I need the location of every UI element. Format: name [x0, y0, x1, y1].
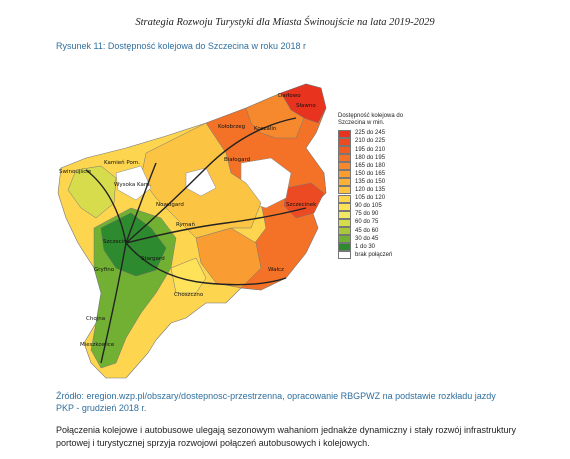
legend-label: 195 do 210 — [355, 146, 386, 153]
legend-item: brak połączeń — [338, 251, 410, 260]
legend-label: 150 do 165 — [355, 170, 386, 177]
legend-item: 180 do 195 — [338, 154, 410, 163]
source-note: Źródło: eregion.wzp.pl/obszary/dostepnos… — [56, 391, 496, 413]
legend-label: 90 do 105 — [355, 203, 382, 210]
place-label: Mieszkowice — [80, 342, 115, 348]
legend-item: 225 do 245 — [338, 129, 410, 138]
legend-swatch — [338, 170, 351, 179]
legend-title: Dostępność kolejowa do Szczecina w min. — [338, 113, 404, 126]
accessibility-map: Darłowo Sławno Kołobrzeg Koszalin Świnou… — [56, 78, 486, 390]
place-label: Kamień Pom. — [104, 159, 140, 166]
legend-swatch — [338, 154, 351, 163]
legend-swatch — [338, 178, 351, 187]
legend-swatch — [338, 235, 351, 244]
legend-swatch — [338, 137, 351, 146]
legend-swatch — [338, 194, 351, 203]
legend-label: 105 do 120 — [355, 195, 386, 202]
legend-label: 120 do 135 — [355, 187, 386, 194]
legend-swatch — [338, 218, 351, 227]
place-label: Sławno — [296, 103, 316, 109]
place-label: Wysoka Kam. — [114, 182, 151, 188]
legend-item: 1 do 30 — [338, 243, 410, 252]
legend-label: brak połączeń — [355, 251, 393, 258]
legend-swatch — [338, 146, 351, 155]
legend-label: 210 do 225 — [355, 138, 386, 145]
region-koszalin — [245, 92, 305, 139]
legend-item: 135 do 150 — [338, 178, 410, 187]
place-label: Wałcz — [268, 267, 284, 273]
place-label: Kołobrzeg — [218, 124, 245, 130]
map-legend: Dostępność kolejowa do Szczecina w min. … — [338, 113, 410, 260]
legend-swatch — [338, 186, 351, 195]
region-white-2 — [185, 167, 217, 197]
legend-item: 150 do 165 — [338, 170, 410, 179]
region-green-dark — [100, 212, 167, 277]
legend-swatch — [338, 226, 351, 235]
place-label: Rymań — [176, 221, 196, 228]
legend-item: 60 do 75 — [338, 218, 410, 227]
figure-caption: Rysunek 11: Dostępność kolejowa do Szcze… — [56, 41, 306, 51]
legend-label: 135 do 150 — [355, 178, 386, 185]
legend-item: 120 do 135 — [338, 186, 410, 195]
place-label: Nowogard — [156, 202, 184, 208]
legend-swatch — [338, 251, 351, 260]
legend-swatch — [338, 129, 351, 138]
place-label: Darłowo — [278, 93, 301, 99]
region-szczecinek — [283, 182, 325, 219]
place-label: Chojna — [86, 316, 105, 322]
legend-item: 45 do 60 — [338, 226, 410, 235]
legend-swatch — [338, 210, 351, 219]
place-label: Białogard — [224, 157, 250, 163]
legend-label: 225 do 245 — [355, 130, 386, 137]
region-south-yellow — [170, 257, 207, 294]
place-label: Stargard — [141, 256, 165, 262]
legend-label: 45 do 60 — [355, 227, 379, 234]
page-header-title: Strategia Rozwoju Turystyki dla Miasta Ś… — [135, 17, 435, 28]
legend-item: 105 do 120 — [338, 194, 410, 203]
legend-item: 210 do 225 — [338, 137, 410, 146]
legend-swatch — [338, 243, 351, 252]
place-label: Gryfino — [94, 267, 115, 273]
legend-item: 75 do 90 — [338, 210, 410, 219]
legend-label: 1 do 30 — [355, 243, 376, 250]
railway-lines — [85, 117, 307, 364]
legend-label: 165 do 180 — [355, 162, 386, 169]
body-paragraph: Połączenia kolejowe i autobusowe ulegają… — [56, 425, 516, 448]
place-label: Szczecin — [103, 239, 127, 245]
legend-swatch — [338, 202, 351, 211]
region-south-orange — [195, 227, 262, 289]
legend-item: 90 do 105 — [338, 202, 410, 211]
legend-label: 30 do 45 — [355, 235, 379, 242]
legend-label: 60 do 75 — [355, 219, 379, 226]
region-lime-north — [67, 165, 117, 219]
legend-swatch — [338, 162, 351, 171]
place-label: Świnoujście — [59, 168, 92, 175]
legend-item: 195 do 210 — [338, 146, 410, 155]
place-label: Koszalin — [254, 126, 277, 132]
legend-item: 30 do 45 — [338, 235, 410, 244]
place-label: Szczecinek — [286, 202, 317, 208]
legend-items: 225 do 245 210 do 225 195 do 210 180 do 195… — [338, 129, 410, 260]
legend-label: 180 do 195 — [355, 154, 386, 161]
place-label: Choszczno — [174, 292, 204, 298]
legend-item: 165 do 180 — [338, 162, 410, 171]
legend-label: 75 do 90 — [355, 211, 379, 218]
